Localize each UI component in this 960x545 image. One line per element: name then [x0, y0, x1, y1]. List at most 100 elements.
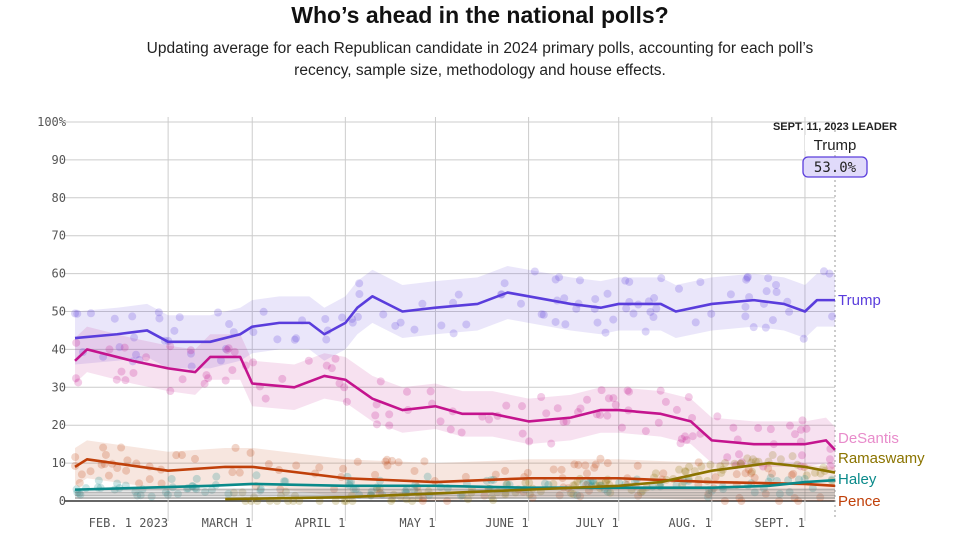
poll-dot — [130, 333, 139, 342]
poll-dot — [71, 309, 80, 318]
poll-dot — [551, 317, 560, 326]
poll-dot — [341, 497, 350, 505]
uncertainty-band-trump — [75, 266, 835, 369]
poll-dot — [720, 497, 729, 505]
poll-dot — [142, 353, 151, 362]
poll-dot — [437, 321, 446, 330]
poll-dot — [723, 453, 732, 462]
poll-dot — [674, 284, 683, 293]
poll-dot — [155, 314, 164, 323]
poll-dot — [342, 397, 351, 406]
poll-dot — [743, 272, 752, 281]
poll-dot — [579, 479, 588, 488]
chart-subtitle: Updating average for each Republican can… — [146, 40, 814, 79]
poll-dot — [340, 497, 349, 505]
poll-dot — [784, 476, 793, 485]
poll-dot — [652, 304, 661, 313]
poll-dot — [521, 478, 530, 487]
poll-dot — [339, 464, 348, 473]
poll-dot — [355, 279, 364, 288]
poll-dot — [402, 387, 411, 396]
y-tick-label: 50 — [52, 305, 66, 319]
poll-dot — [583, 469, 592, 478]
poll-dot — [77, 470, 86, 479]
y-tick-label: 100% — [37, 115, 67, 129]
poll-dot — [462, 320, 471, 329]
x-tick-label: MAY 1 — [399, 516, 435, 530]
poll-dot — [173, 490, 182, 499]
poll-dot — [94, 476, 103, 485]
poll-dot — [113, 479, 122, 488]
poll-dot — [408, 497, 417, 505]
poll-dot — [500, 279, 509, 288]
poll-dot — [315, 463, 324, 472]
poll-dot — [573, 477, 582, 486]
poll-dot — [549, 479, 558, 488]
poll-dot — [372, 420, 381, 429]
poll-dot — [292, 461, 301, 470]
poll-dot — [601, 328, 610, 337]
poll-dot — [426, 387, 435, 396]
poll-dot — [611, 400, 620, 409]
poll-dot — [559, 417, 568, 426]
poll-dot — [764, 274, 773, 283]
poll-dot — [117, 443, 126, 452]
poll-dot — [200, 379, 209, 388]
poll-dot — [790, 430, 799, 439]
poll-dot — [292, 334, 301, 343]
poll-dot — [501, 466, 510, 475]
poll-dot — [748, 467, 757, 476]
poll-dot — [551, 275, 560, 284]
poll-dot — [711, 473, 720, 482]
poll-dot — [798, 416, 807, 425]
poll-dot — [446, 425, 455, 434]
poll-dot — [539, 310, 548, 319]
poll-dot — [246, 448, 255, 457]
trend-line-haley — [74, 478, 836, 491]
poll-dot — [576, 404, 585, 413]
uncertainty-band-pence — [75, 440, 835, 501]
poll-dot — [73, 309, 82, 318]
poll-dot — [410, 466, 419, 475]
poll-dot — [322, 361, 331, 370]
poll-dot — [706, 460, 715, 469]
poll-dot — [732, 470, 741, 479]
poll-dot — [748, 455, 757, 464]
poll-dot — [187, 362, 196, 371]
poll-dot — [396, 318, 405, 327]
leader-value-badge — [802, 156, 868, 178]
poll-dot — [186, 349, 195, 358]
poll-dot — [231, 443, 240, 452]
poll-dot — [768, 469, 777, 478]
poll-dot — [110, 314, 119, 323]
poll-dot — [530, 267, 539, 276]
poll-dot — [523, 468, 532, 477]
poll-dot — [691, 318, 700, 327]
poll-dot — [737, 458, 746, 467]
poll-dot — [729, 423, 738, 432]
poll-dot — [675, 465, 684, 474]
poll-dot — [593, 318, 602, 327]
poll-dot — [672, 405, 681, 414]
poll-dot — [132, 350, 141, 359]
poll-dot — [825, 269, 834, 278]
poll-dot — [754, 424, 763, 433]
poll-dot — [383, 461, 392, 470]
poll-dot — [71, 453, 80, 462]
poll-dot — [177, 451, 186, 460]
y-tick-label: 20 — [52, 418, 66, 432]
poll-dot — [659, 469, 668, 478]
poll-dot — [811, 468, 820, 477]
poll-dot — [74, 378, 83, 387]
poll-dot — [223, 345, 232, 354]
poll-dot — [764, 464, 773, 473]
poll-dot — [685, 462, 694, 471]
poll-dot — [221, 376, 230, 385]
poll-dot — [115, 343, 124, 352]
poll-dot — [750, 473, 759, 482]
poll-dot — [561, 320, 570, 329]
poll-dot — [135, 479, 144, 488]
poll-dot — [766, 473, 775, 482]
poll-dot — [555, 273, 564, 282]
